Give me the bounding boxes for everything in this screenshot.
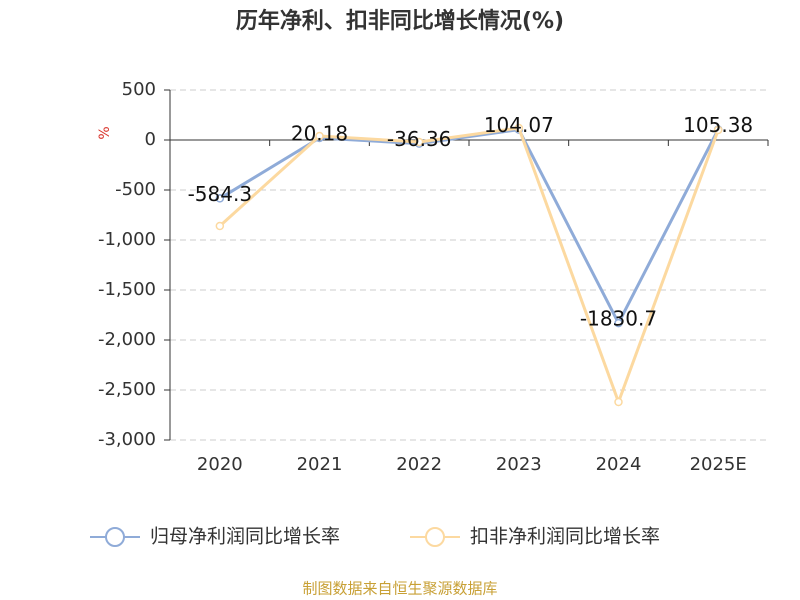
y-tick-label: -500 <box>115 179 156 200</box>
point <box>215 194 225 203</box>
y-tick-label: -1,500 <box>98 279 156 300</box>
point <box>614 318 623 328</box>
point <box>315 131 324 141</box>
series-line <box>218 126 720 407</box>
data-label: -36.36 <box>387 127 451 151</box>
data-label: 20.18 <box>291 121 348 145</box>
x-tick-label: 2023 <box>496 454 542 475</box>
chart-title: 历年净利、扣非同比增长情况(%) <box>236 8 564 34</box>
x-tick-label: 2020 <box>197 454 243 475</box>
y-tick-label: -2,500 <box>98 379 156 400</box>
y-tick-label: -2,000 <box>98 329 156 350</box>
y-tick-label: 0 <box>145 129 156 150</box>
x-tick-label: 2024 <box>596 454 642 475</box>
legend-label: 扣非净利润同比增长率 <box>470 526 660 548</box>
data-label: -584.3 <box>188 182 252 206</box>
x-tick-label: 2021 <box>297 454 343 475</box>
x-tick-label: 2022 <box>396 454 442 475</box>
point <box>215 221 225 231</box>
data-label: 104.07 <box>484 113 554 137</box>
y-tick-label: 500 <box>122 79 156 100</box>
y-tick-label: -3,000 <box>98 429 156 450</box>
series-line <box>219 127 720 327</box>
data-label: 105.38 <box>683 113 753 137</box>
data-label: -1830.7 <box>580 307 657 331</box>
point <box>414 137 424 147</box>
legend-marker <box>105 527 125 547</box>
x-tick-label: 2025E <box>690 454 747 475</box>
legend-label: 归母净利润同比增长率 <box>150 526 340 548</box>
source-note: 制图数据来自恒生聚源数据库 <box>302 580 497 598</box>
legend-marker <box>425 527 445 547</box>
point <box>713 125 723 135</box>
y-axis-label: % <box>97 126 113 139</box>
point <box>514 123 524 133</box>
y-tick-label: -1,000 <box>98 229 156 250</box>
point <box>614 397 623 407</box>
